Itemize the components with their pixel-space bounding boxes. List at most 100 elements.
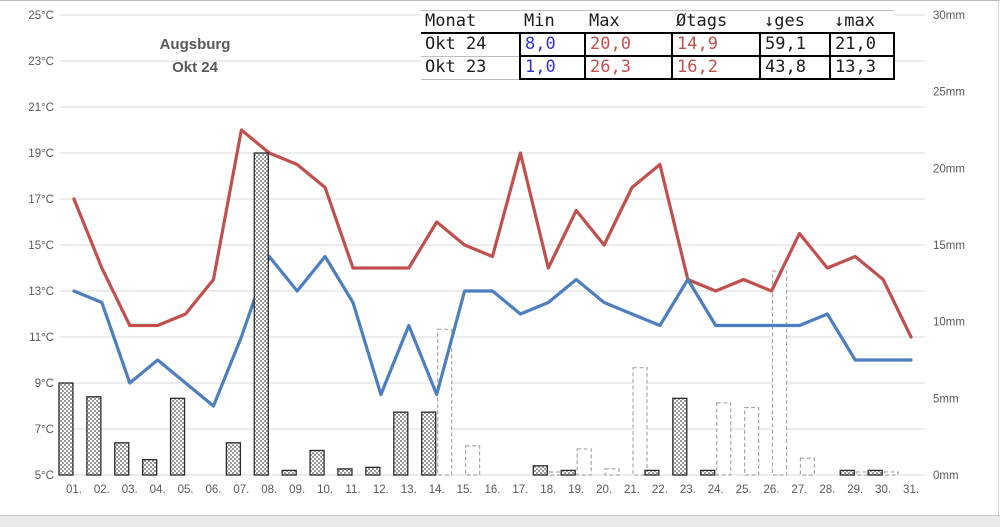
x-axis-label: 14. bbox=[429, 484, 445, 496]
y-axis-label-left: 7°C bbox=[35, 424, 54, 436]
precip-bar-okt24 bbox=[365, 466, 381, 476]
precip-bar-okt23 bbox=[771, 270, 788, 476]
y-axis-label-right: 20mm bbox=[933, 163, 965, 175]
x-axis-label: 10. bbox=[317, 484, 333, 496]
x-axis-label: 24. bbox=[708, 484, 724, 496]
x-axis-label: 29. bbox=[847, 484, 863, 496]
precip-bar-okt23 bbox=[576, 448, 592, 476]
precip-bar-okt24 bbox=[281, 469, 297, 476]
stats-header-row: Monat Min Max Øtags ↓ges ↓max bbox=[421, 10, 894, 34]
precip-total-cell: 43,8 bbox=[759, 55, 831, 80]
y-axis-label-left: 13°C bbox=[28, 286, 54, 298]
col-header-otags: Øtags bbox=[672, 10, 760, 34]
precip-bar-okt23 bbox=[716, 402, 732, 476]
x-axis-label: 01. bbox=[66, 484, 82, 496]
x-axis-label: 28. bbox=[819, 484, 835, 496]
monat-cell: Okt 24 bbox=[421, 33, 520, 57]
stats-row-okt23: Okt 23 1,0 26,3 16,2 43,8 13,3 bbox=[421, 55, 895, 80]
x-axis-label: 27. bbox=[791, 484, 807, 496]
precip-bar-okt24 bbox=[86, 396, 102, 476]
precip-bar-okt24 bbox=[672, 397, 688, 476]
x-axis-label: 03. bbox=[122, 484, 138, 496]
x-axis-label: 20. bbox=[596, 484, 612, 496]
min-temp-line bbox=[72, 254, 913, 408]
avg-temp-cell: 16,2 bbox=[671, 55, 761, 80]
y-axis-label-right: 5mm bbox=[933, 393, 959, 405]
precip-bar-okt24 bbox=[560, 469, 576, 476]
precip-bar-okt24 bbox=[700, 469, 716, 476]
x-axis-label: 23. bbox=[680, 484, 696, 496]
col-header-ges: ↓ges bbox=[760, 10, 830, 34]
monat-cell: Okt 23 bbox=[421, 56, 520, 80]
precip-bar-okt24 bbox=[114, 442, 130, 476]
col-header-min: Min bbox=[520, 10, 585, 34]
y-axis-label-left: 25°C bbox=[28, 10, 54, 22]
x-axis-label: 06. bbox=[205, 484, 221, 496]
x-axis-label: 05. bbox=[178, 484, 194, 496]
chart-title-block: Augsburg Okt 24 bbox=[120, 33, 270, 79]
precip-bar-okt24 bbox=[532, 465, 548, 476]
precip-total-cell: 59,1 bbox=[759, 32, 831, 57]
x-axis-label: 02. bbox=[94, 484, 110, 496]
x-axis-label: 22. bbox=[652, 484, 668, 496]
y-axis-label-left: 17°C bbox=[28, 194, 54, 206]
precip-bar-okt24 bbox=[169, 397, 186, 476]
x-axis-label: 16. bbox=[485, 484, 501, 496]
y-axis-label-left: 21°C bbox=[28, 102, 54, 114]
max-temp-line bbox=[72, 128, 913, 339]
col-header-max-precip: ↓max bbox=[830, 10, 894, 34]
y-axis-label-left: 23°C bbox=[28, 56, 54, 68]
precip-bar-okt24 bbox=[58, 382, 74, 476]
precip-bar-okt23 bbox=[744, 406, 760, 476]
precip-bar-okt24 bbox=[253, 152, 269, 476]
x-axis-label: 18. bbox=[540, 484, 556, 496]
x-axis-label: 15. bbox=[457, 484, 473, 496]
x-axis-label: 26. bbox=[764, 484, 780, 496]
x-axis-label: 30. bbox=[875, 484, 891, 496]
x-axis-label: 21. bbox=[624, 484, 640, 496]
precip-bar-okt24 bbox=[867, 469, 883, 476]
max-temp-cell: 26,3 bbox=[584, 55, 673, 80]
precip-bar-okt24 bbox=[839, 469, 855, 476]
precip-bar-okt24 bbox=[421, 411, 437, 476]
x-axis-label: 07. bbox=[233, 484, 249, 496]
max-temp-cell: 20,0 bbox=[584, 32, 673, 57]
precip-bar-okt24 bbox=[309, 449, 325, 476]
y-axis-label-right: 25mm bbox=[933, 87, 965, 99]
y-axis-label-left: 19°C bbox=[28, 148, 54, 160]
x-axis-label: 09. bbox=[289, 484, 305, 496]
x-axis-label: 31. bbox=[903, 484, 919, 496]
avg-temp-cell: 14,9 bbox=[671, 32, 761, 57]
y-axis-label-left: 15°C bbox=[28, 240, 54, 252]
y-axis-label-left: 11°C bbox=[29, 332, 54, 344]
y-axis-label-right: 30mm bbox=[933, 10, 965, 22]
right-border-line bbox=[998, 0, 999, 527]
x-axis-label: 19. bbox=[568, 484, 584, 496]
precip-bar-okt23 bbox=[604, 468, 620, 476]
col-header-max: Max bbox=[585, 10, 672, 34]
x-axis-label: 11. bbox=[345, 484, 360, 496]
precip-max-cell: 21,0 bbox=[829, 32, 895, 57]
y-axis-label-right: 10mm bbox=[933, 317, 965, 329]
col-header-monat: Monat bbox=[421, 10, 520, 34]
x-axis-label: 08. bbox=[261, 484, 277, 496]
y-axis-label-left: 9°C bbox=[35, 378, 54, 390]
y-axis-label-right: 0mm bbox=[933, 470, 959, 482]
x-axis-label: 04. bbox=[150, 484, 166, 496]
y-axis-label-right: 15mm bbox=[933, 240, 965, 252]
x-axis-label: 17. bbox=[512, 484, 528, 496]
min-temp-cell: 8,0 bbox=[519, 32, 586, 57]
precip-bar-okt23 bbox=[437, 328, 453, 476]
precip-bar-okt24 bbox=[644, 469, 660, 476]
precip-max-cell: 13,3 bbox=[829, 55, 895, 80]
x-axis-label: 12. bbox=[373, 484, 389, 496]
precip-bar-okt24 bbox=[225, 442, 242, 476]
stats-row-okt24: Okt 24 8,0 20,0 14,9 59,1 21,0 bbox=[421, 32, 895, 57]
x-axis-label: 13. bbox=[401, 484, 417, 496]
y-axis-label-left: 5°C bbox=[35, 470, 54, 482]
stats-table: Monat Min Max Øtags ↓ges ↓max Okt 24 8,0… bbox=[421, 10, 895, 80]
min-temp-cell: 1,0 bbox=[519, 55, 586, 80]
chart-title-city: Augsburg bbox=[159, 36, 231, 53]
x-axis-label: 25. bbox=[736, 484, 752, 496]
